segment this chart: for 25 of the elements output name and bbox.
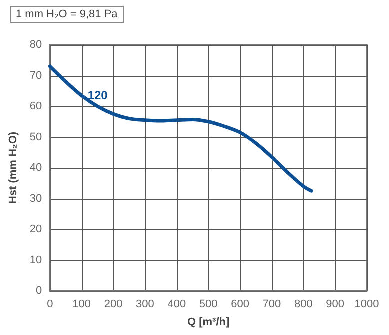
y-axis-title: Hst (mm H₂O) bbox=[8, 132, 20, 204]
y-tick-label: 70 bbox=[30, 70, 42, 82]
x-tick-label: 200 bbox=[104, 298, 123, 310]
line-series bbox=[48, 64, 314, 193]
y-tick-label: 50 bbox=[30, 131, 42, 144]
y-tick-label: 20 bbox=[30, 224, 42, 236]
x-tick-label: 0 bbox=[47, 298, 54, 310]
x-tick-label: 800 bbox=[294, 298, 313, 310]
y-tick-label: 10 bbox=[30, 254, 42, 266]
x-tick-label: 300 bbox=[136, 298, 154, 310]
series-label: 120 bbox=[88, 88, 108, 103]
x-tick-label: 900 bbox=[326, 298, 344, 310]
x-tick-label: 100 bbox=[72, 298, 91, 310]
y-tick-label: 30 bbox=[30, 192, 42, 205]
y-tick-label: 0 bbox=[36, 285, 42, 297]
y-tick-label: 40 bbox=[30, 162, 42, 174]
y-tick-label: 60 bbox=[30, 100, 42, 112]
x-axis-title: Q [m³/h] bbox=[187, 316, 230, 328]
x-tick-label: 400 bbox=[168, 298, 186, 310]
y-tick-label: 80 bbox=[30, 39, 42, 51]
x-tick-label: 700 bbox=[262, 298, 282, 310]
x-tick-label: 1000 bbox=[354, 298, 380, 310]
x-tick-label: 500 bbox=[199, 298, 218, 310]
text: 1 mm H₂O = 9,81 Pa bbox=[16, 8, 119, 20]
x-tick-label: 600 bbox=[231, 298, 250, 310]
